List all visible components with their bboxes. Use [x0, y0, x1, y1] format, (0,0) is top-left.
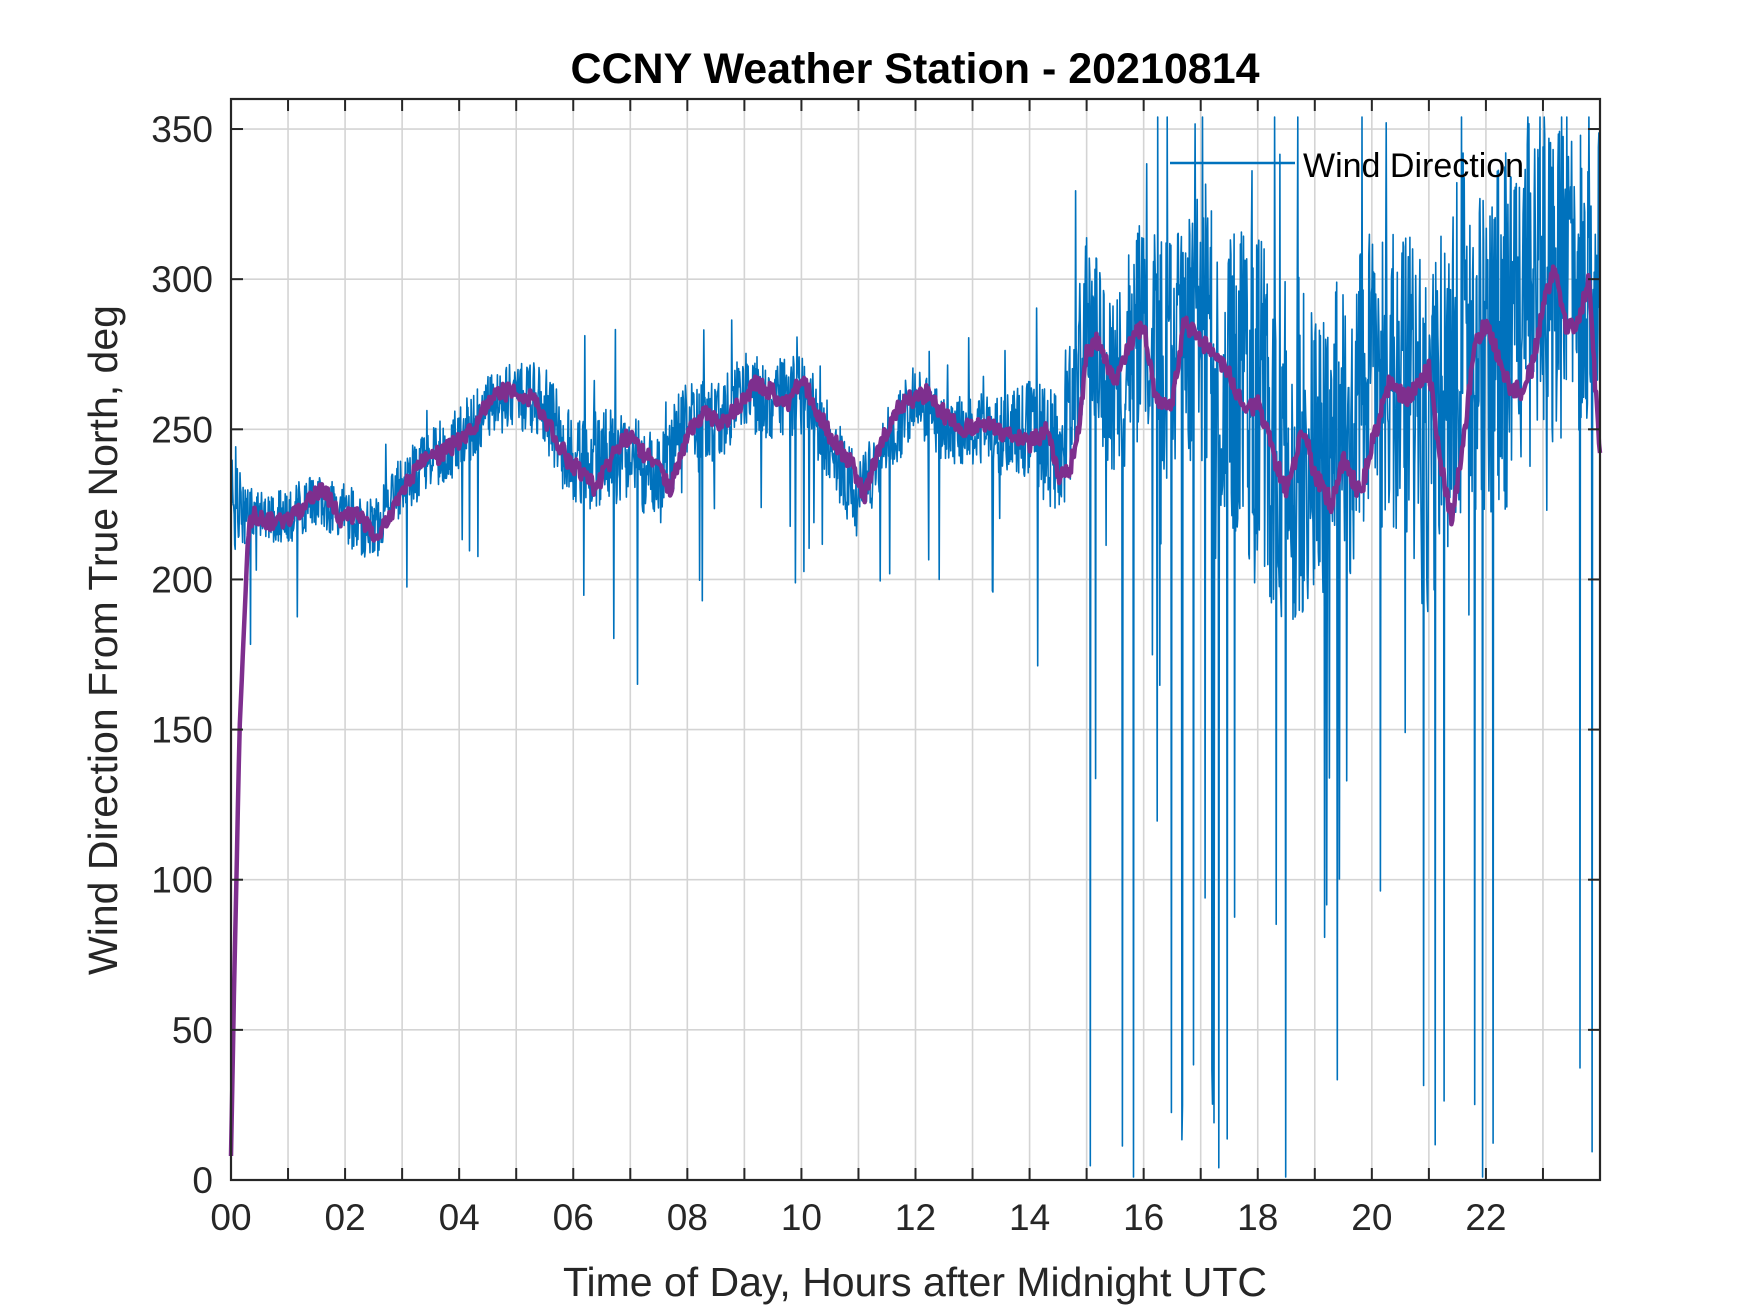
x-tick-label: 20: [1351, 1197, 1392, 1238]
axis-ticks: 0 50 100 150 200 250 300 350 00 02 04 06 08 10 12 14 16 1…: [151, 99, 1600, 1238]
x-tick-label: 22: [1465, 1197, 1506, 1238]
series-wind-direction: [230, 116, 1601, 1178]
x-tick-label: 06: [553, 1197, 594, 1238]
legend: Wind Direction: [1170, 147, 1524, 185]
x-tick-label: 14: [1009, 1197, 1050, 1238]
y-tick-label: 200: [151, 559, 213, 600]
x-tick-label: 12: [895, 1197, 936, 1238]
series-moving-average: [228, 264, 1603, 1157]
x-tick-label: 08: [667, 1197, 708, 1238]
y-tick-label: 100: [151, 860, 213, 901]
y-axis-label: Wind Direction From True North, deg: [80, 305, 126, 975]
wind-direction-line: [230, 116, 1601, 1178]
x-tick-label: 16: [1123, 1197, 1164, 1238]
moving-average-line: [228, 264, 1603, 1157]
y-tick-label: 150: [151, 710, 213, 751]
x-tick-label: 10: [781, 1197, 822, 1238]
x-axis-label: Time of Day, Hours after Midnight UTC: [563, 1259, 1267, 1305]
y-tick-label: 50: [172, 1010, 213, 1051]
x-tick-label: 04: [439, 1197, 480, 1238]
legend-label-wind-direction: Wind Direction: [1303, 147, 1524, 185]
y-tick-label: 300: [151, 259, 213, 300]
grid: [231, 99, 1600, 1180]
y-tick-label: 250: [151, 409, 213, 450]
x-tick-label: 00: [210, 1197, 251, 1238]
x-tick-label: 18: [1237, 1197, 1278, 1238]
y-tick-label: 350: [151, 109, 213, 150]
x-tick-label: 02: [325, 1197, 366, 1238]
chart-title: CCNY Weather Station - 20210814: [570, 45, 1259, 93]
y-tick-label: 0: [192, 1160, 213, 1201]
